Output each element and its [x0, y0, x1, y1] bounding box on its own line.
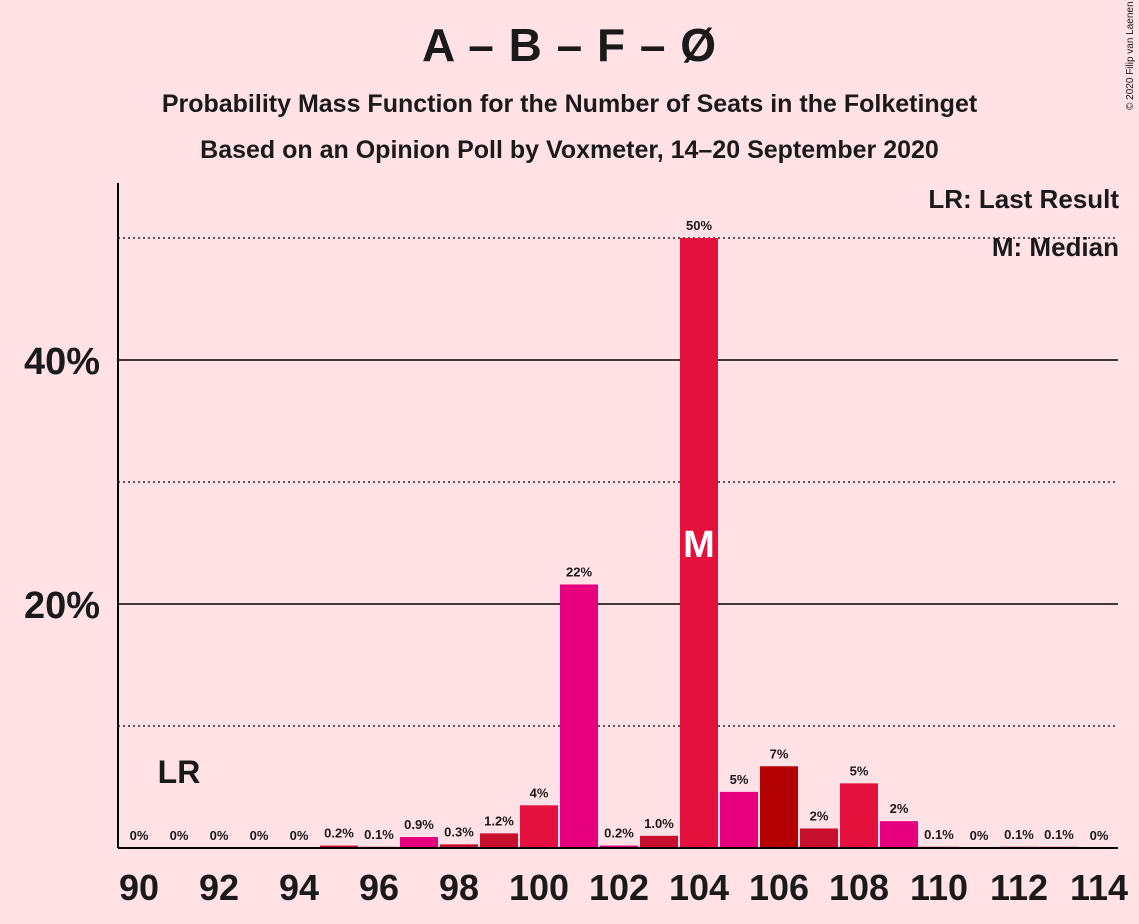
bar-value-label: 0.9%: [404, 817, 434, 832]
last-result-marker: LR: [158, 754, 201, 790]
bar-seat-103: [640, 835, 678, 848]
bar-value-label: 1.0%: [644, 816, 674, 831]
bar-seat-102: [600, 845, 638, 848]
legend-median: M: Median: [991, 232, 1119, 262]
chart-subtitle-source: Based on an Opinion Poll by Voxmeter, 14…: [200, 136, 939, 164]
bar-seat-105: [720, 791, 758, 848]
x-tick-label: 110: [910, 867, 968, 908]
bar-value-label: 0%: [170, 828, 189, 843]
bar-value-label: 50%: [686, 218, 712, 233]
bar-seat-100: [520, 805, 558, 848]
bar-seat-107: [800, 828, 838, 848]
bar-value-label: 0.1%: [1004, 827, 1034, 842]
bar-value-label: 7%: [770, 746, 789, 761]
bar-value-label: 5%: [850, 763, 869, 778]
y-tick-label: 40%: [24, 341, 100, 383]
bar-value-label: 4%: [530, 785, 549, 800]
bar-value-label: 0%: [290, 828, 309, 843]
x-tick-label: 92: [199, 867, 239, 908]
bar-value-label: 0%: [970, 828, 989, 843]
x-tick-label: 102: [589, 867, 649, 908]
bar-value-label: 5%: [730, 772, 749, 787]
x-tick-label: 100: [509, 867, 569, 908]
x-tick-label: 112: [990, 867, 1048, 908]
bar-seat-98: [440, 844, 478, 848]
bar-value-label: 0.3%: [444, 824, 474, 839]
bar-value-label: 0.2%: [324, 826, 354, 841]
x-tick-label: 104: [669, 867, 729, 908]
x-tick-label: 90: [119, 867, 159, 908]
bar-value-label: 22%: [566, 564, 592, 579]
bar-value-label: 0%: [1090, 828, 1109, 843]
bar-value-label: 0.1%: [924, 827, 954, 842]
bar-seat-97: [400, 837, 438, 848]
x-tick-label: 94: [279, 867, 319, 908]
x-tick-label: 98: [439, 867, 479, 908]
bar-seat-108: [840, 783, 878, 848]
bar-seat-99: [480, 833, 518, 848]
x-tick-label: 106: [749, 867, 809, 908]
bar-value-label: 0%: [250, 828, 269, 843]
bar-value-label: 2%: [810, 808, 829, 823]
bar-value-label: 1.2%: [484, 813, 514, 828]
x-tick-label: 108: [829, 867, 889, 908]
median-marker: M: [683, 524, 715, 566]
bar-value-label: 0.1%: [1044, 827, 1074, 842]
bar-value-label: 2%: [890, 801, 909, 816]
bar-seat-109: [880, 821, 918, 848]
chart-title: A – B – F – Ø: [421, 19, 718, 71]
legend-last-result: LR: Last Result: [928, 184, 1119, 214]
x-tick-label: 96: [359, 867, 399, 908]
bar-value-label: 0.2%: [604, 826, 634, 841]
bar-value-label: 0%: [210, 828, 229, 843]
bar-seat-104: [680, 238, 718, 848]
bar-value-label: 0%: [130, 828, 149, 843]
bar-value-label: 0.1%: [364, 827, 394, 842]
bar-seat-101: [560, 584, 598, 848]
chart-subtitle: Probability Mass Function for the Number…: [161, 90, 978, 118]
bar-seat-95: [320, 845, 358, 848]
y-tick-label: 20%: [24, 585, 100, 627]
bar-seat-106: [760, 766, 798, 848]
x-tick-label: 114: [1070, 867, 1128, 908]
